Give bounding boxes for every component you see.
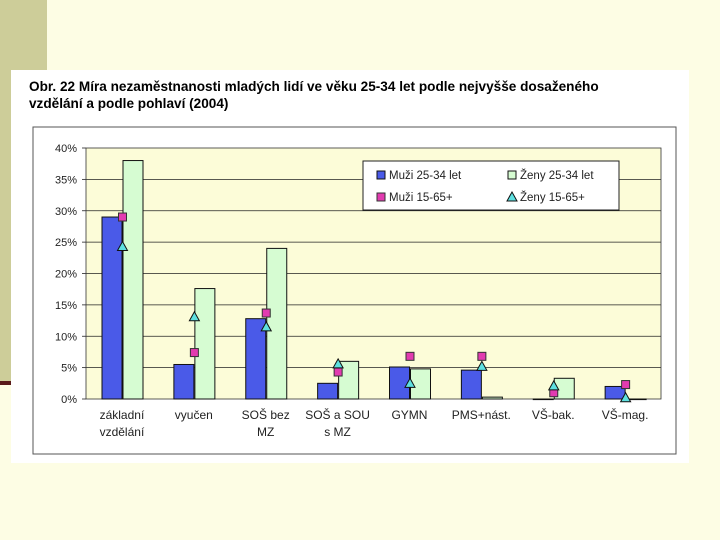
marker-muzi-15-65 — [189, 348, 199, 358]
marker-zeny-15-65 — [188, 310, 201, 322]
plot-area-border — [85, 147, 662, 400]
bar-zeny-25-34 — [481, 396, 503, 400]
x-category-label: PMS+nást. — [452, 408, 511, 422]
x-category-label: vyučen — [175, 408, 213, 422]
x-category-label: vzdělání — [100, 425, 145, 439]
bar-zeny-25-34 — [122, 160, 144, 400]
y-tick-label: 20% — [55, 269, 77, 281]
legend-swatch-muzi-25-34 — [376, 170, 386, 180]
x-category-label: s MZ — [324, 425, 351, 439]
y-tick-label: 10% — [55, 331, 77, 343]
marker-muzi-15-65 — [405, 351, 415, 361]
x-category-label: základní — [100, 408, 145, 422]
marker-zeny-15-65 — [619, 391, 632, 403]
x-category-label: GYMN — [391, 408, 427, 422]
bar-zeny-25-34 — [338, 360, 360, 400]
bar-muzi-25-34 — [317, 382, 339, 400]
legend-label: Ženy 15-65+ — [520, 191, 585, 204]
y-tick-label: 35% — [55, 174, 77, 186]
marker-muzi-15-65 — [333, 367, 343, 377]
y-tick-label: 5% — [61, 363, 77, 375]
bar-muzi-25-34 — [173, 363, 195, 400]
x-category-label: VŠ-bak. — [532, 407, 575, 422]
marker-zeny-15-65 — [116, 240, 129, 252]
y-tick-label: 40% — [55, 143, 77, 155]
bar-zeny-25-34 — [194, 288, 216, 400]
marker-zeny-15-65 — [476, 360, 488, 371]
marker-zeny-15-65 — [332, 357, 344, 369]
bar-muzi-25-34 — [389, 366, 410, 400]
legend-label: Ženy 25-34 let — [520, 169, 594, 182]
marker-zeny-15-65 — [547, 379, 560, 391]
legend-box — [362, 160, 620, 211]
marker-zeny-15-65 — [404, 377, 416, 388]
y-tick-label: 0% — [61, 394, 77, 406]
legend-label: Muži 15-65+ — [389, 192, 453, 204]
x-category-label: SOŠ a SOU — [305, 407, 370, 422]
y-tick-label: 15% — [55, 300, 77, 312]
figure-title-line-1: Obr. 22 Míra nezaměstnanosti mladých lid… — [29, 79, 599, 94]
marker-zeny-15-65 — [260, 320, 273, 332]
bar-muzi-25-34 — [101, 216, 123, 400]
x-category-label: MZ — [257, 425, 274, 439]
marker-muzi-15-65 — [261, 308, 271, 318]
marker-muzi-15-65 — [621, 380, 631, 390]
x-category-label: VŠ-mag. — [602, 407, 649, 422]
figure-title-line-2: vzdělání a podle pohlaví (2004) — [29, 96, 229, 111]
legend-label: Muži 25-34 let — [389, 170, 462, 182]
bar-zeny-25-34 — [266, 247, 288, 400]
unemployment-bar-chart: 0% 5% 10% 15% 20% 25% 30% 35% 40% základní vzdělán… — [32, 126, 677, 455]
bar-muzi-25-34 — [245, 318, 267, 400]
bar-muzi-25-34 — [532, 398, 554, 401]
legend-swatch-zeny-25-34 — [507, 170, 517, 180]
bar-muzi-25-34 — [460, 369, 482, 400]
x-category-label: SOŠ bez — [242, 407, 290, 422]
slide-decoration-rule — [0, 381, 14, 385]
figure-title: Obr. 22 Míra nezaměstnanosti mladých lid… — [29, 78, 684, 112]
y-tick-label: 25% — [55, 237, 77, 249]
marker-muzi-15-65 — [118, 212, 127, 222]
figure-card: Obr. 22 Míra nezaměstnanosti mladých lid… — [11, 70, 689, 463]
y-tick-label: 30% — [55, 206, 77, 218]
legend-swatch-muzi-15-65 — [376, 192, 386, 202]
legend-swatch-zeny-15-65 — [506, 190, 518, 202]
marker-muzi-15-65 — [477, 351, 487, 361]
